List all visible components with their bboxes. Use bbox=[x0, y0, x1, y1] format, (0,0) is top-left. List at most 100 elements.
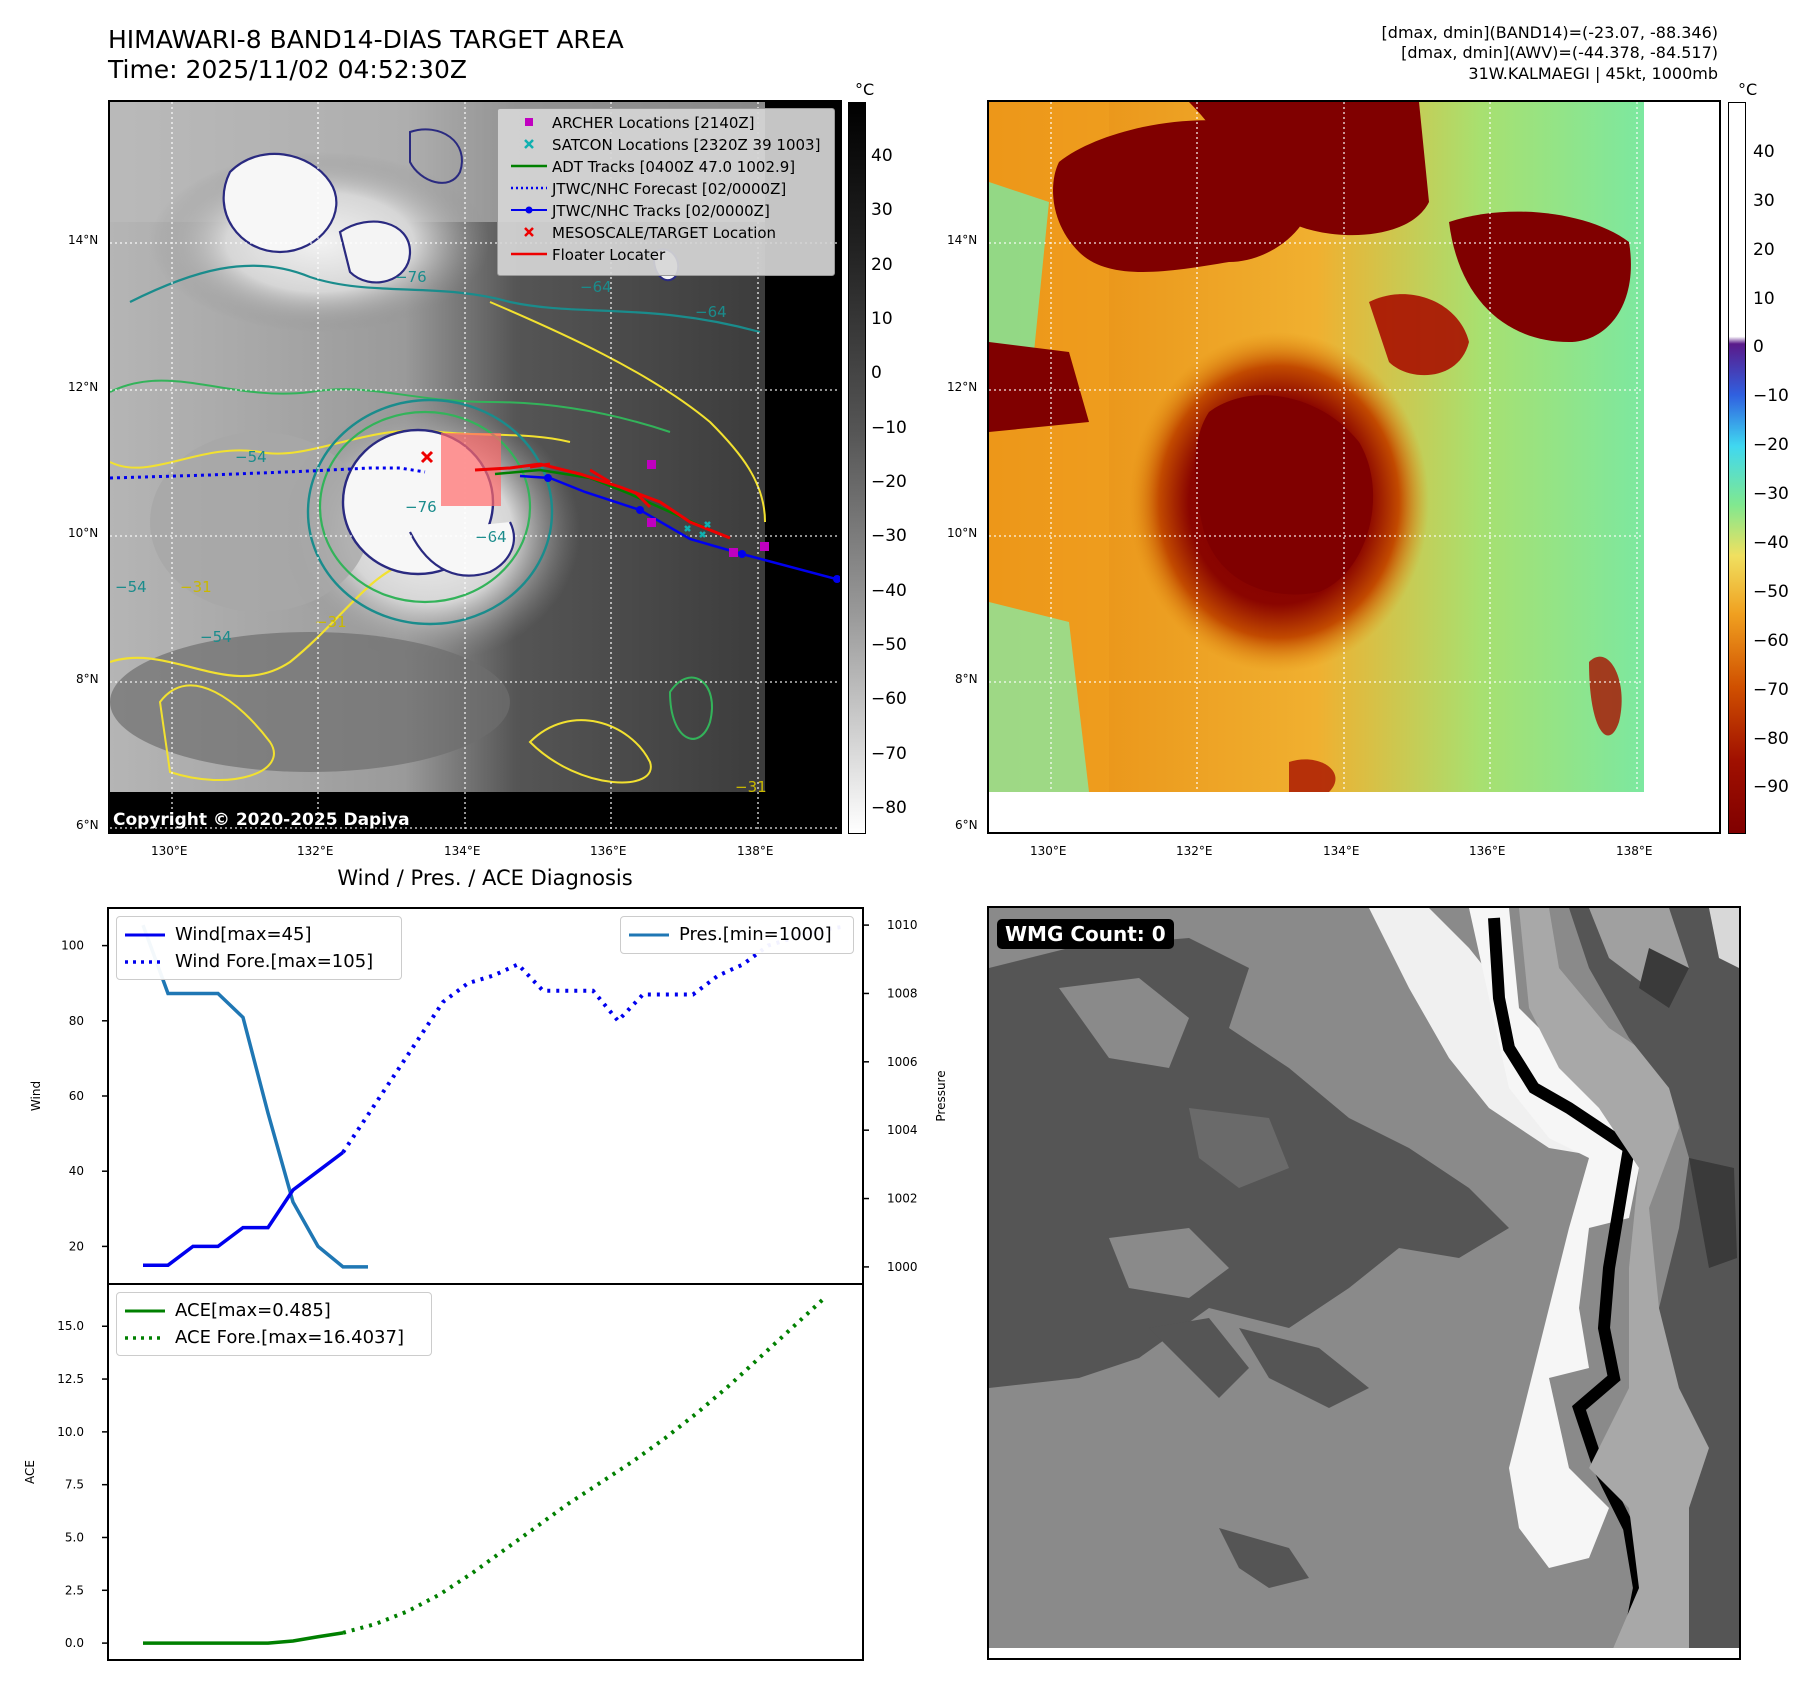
awv-map-panel bbox=[987, 100, 1721, 834]
lat-tick: 12°N bbox=[68, 380, 99, 394]
colorbar-tick: −80 bbox=[871, 798, 907, 818]
y-tick-label: 1010 bbox=[887, 918, 918, 932]
contour-label: −54 bbox=[200, 628, 232, 646]
colorbar-tick: −20 bbox=[871, 472, 907, 492]
lat-tick: 12°N bbox=[947, 380, 978, 394]
solid-line-icon bbox=[629, 933, 669, 936]
y-tick-label: 1002 bbox=[887, 1192, 918, 1206]
wind-line bbox=[143, 1151, 345, 1267]
line-icon bbox=[506, 158, 552, 176]
diagnosis-title: Wind / Pres. / ACE Diagnosis bbox=[337, 866, 633, 890]
colorbar-tick: −30 bbox=[1753, 484, 1789, 504]
dotted-line-icon bbox=[506, 180, 552, 198]
legend-satcon: SATCON Locations [2320Z 39 1003] bbox=[506, 134, 826, 156]
lat-tick: 14°N bbox=[947, 233, 978, 247]
copyright: Copyright © 2020-2025 Dapiya bbox=[113, 810, 410, 830]
lon-tick: 138°E bbox=[1616, 844, 1653, 858]
y-tick-label: 7.5 bbox=[65, 1478, 84, 1492]
y-tick-label: 1006 bbox=[887, 1055, 918, 1069]
colorbar-tick: −90 bbox=[1753, 777, 1789, 797]
legend-jtwc-forecast: JTWC/NHC Forecast [02/0000Z] bbox=[506, 178, 826, 200]
diagnosis-chart: 20 40 60 80 100 1000 1002 1004 1006 1008 1010 Win… bbox=[23, 907, 948, 1661]
ace-legend: ACE[max=0.485] ACE Fore.[max=16.4037] bbox=[116, 1292, 432, 1356]
lon-tick: 136°E bbox=[1469, 844, 1506, 858]
legend-floater: Floater Locater bbox=[506, 244, 826, 266]
legend-wind: Wind[max=45] bbox=[125, 921, 393, 948]
ir-colorbar bbox=[848, 102, 866, 834]
legend-jtwc-tracks: JTWC/NHC Tracks [02/0000Z] bbox=[506, 200, 826, 222]
awv-map-image bbox=[989, 102, 1719, 832]
lat-tick: 8°N bbox=[76, 672, 99, 686]
y-tick-label: 60 bbox=[69, 1089, 84, 1103]
legend-label: ARCHER Locations [2140Z] bbox=[552, 114, 755, 132]
lon-tick: 134°E bbox=[1323, 844, 1360, 858]
pressure-axis-label: Pressure bbox=[934, 1070, 948, 1121]
contour-label: −64 bbox=[475, 528, 507, 546]
legend-archer: ARCHER Locations [2140Z] bbox=[506, 112, 826, 134]
legend-label: ADT Tracks [0400Z 47.0 1002.9] bbox=[552, 158, 796, 176]
contour-label: −64 bbox=[695, 303, 727, 321]
dotted-line-icon bbox=[125, 959, 165, 964]
legend-label: ACE[max=0.485] bbox=[175, 1300, 331, 1321]
legend-label: Floater Locater bbox=[552, 246, 666, 264]
colorbar-tick: 40 bbox=[1753, 142, 1775, 162]
lon-tick: 138°E bbox=[737, 844, 774, 858]
lon-tick: 130°E bbox=[151, 844, 188, 858]
contour-label: −31 bbox=[735, 778, 767, 796]
legend-label: SATCON Locations [2320Z 39 1003] bbox=[552, 136, 821, 154]
legend-adt: ADT Tracks [0400Z 47.0 1002.9] bbox=[506, 156, 826, 178]
pressure-legend: Pres.[min=1000] bbox=[620, 916, 854, 954]
contour-label: −31 bbox=[315, 613, 347, 631]
legend-label: Wind Fore.[max=105] bbox=[175, 951, 374, 972]
contour-label: −31 bbox=[180, 578, 212, 596]
wmg-image bbox=[989, 908, 1739, 1658]
colorbar-tick: −50 bbox=[1753, 582, 1789, 602]
colorbar-tick: 10 bbox=[871, 309, 893, 329]
legend-label: Wind[max=45] bbox=[175, 924, 312, 945]
legend-label: MESOSCALE/TARGET Location bbox=[552, 224, 777, 242]
x-marker-icon bbox=[506, 136, 552, 154]
y-tick-label: 80 bbox=[69, 1014, 84, 1028]
legend-wind-forecast: Wind Fore.[max=105] bbox=[125, 948, 393, 975]
dotted-line-icon bbox=[125, 1335, 165, 1340]
colorbar-tick: −10 bbox=[1753, 386, 1789, 406]
line-icon bbox=[506, 246, 552, 264]
legend-ace-forecast: ACE Fore.[max=16.4037] bbox=[125, 1324, 423, 1351]
lon-tick: 134°E bbox=[444, 844, 481, 858]
lon-tick: 132°E bbox=[1176, 844, 1213, 858]
colorbar-tick: −40 bbox=[871, 581, 907, 601]
legend-pressure: Pres.[min=1000] bbox=[629, 921, 845, 948]
colorbar-tick: 10 bbox=[1753, 289, 1775, 309]
wind-axis-label: Wind bbox=[29, 1081, 43, 1111]
line-dot-icon bbox=[506, 202, 552, 220]
colorbar-tick: −50 bbox=[871, 635, 907, 655]
awv-stats: [dmax, dmin](AWV)=(-44.378, -84.517) bbox=[1401, 43, 1718, 62]
pressure-line bbox=[141, 924, 368, 1269]
colorbar-tick: −20 bbox=[1753, 435, 1789, 455]
y-tick-label: 12.5 bbox=[57, 1372, 84, 1386]
lat-tick: 10°N bbox=[68, 526, 99, 540]
colorbar-tick: 30 bbox=[871, 200, 893, 220]
lat-tick: 14°N bbox=[68, 233, 99, 247]
time-label: Time: 2025/11/02 04:52:30Z bbox=[108, 55, 467, 84]
colorbar-unit: °C bbox=[1738, 80, 1758, 99]
legend-mesoscale: MESOSCALE/TARGET Location bbox=[506, 222, 826, 244]
y-tick-label: 20 bbox=[69, 1239, 84, 1253]
storm-info: 31W.KALMAEGI | 45kt, 1000mb bbox=[1468, 64, 1718, 83]
lat-tick: 10°N bbox=[947, 526, 978, 540]
y-tick-label: 2.5 bbox=[65, 1583, 84, 1597]
solid-line-icon bbox=[125, 933, 165, 936]
lon-tick: 130°E bbox=[1030, 844, 1067, 858]
legend-label: Pres.[min=1000] bbox=[679, 924, 832, 945]
contour-label: −64 bbox=[580, 278, 612, 296]
wmg-count-badge: WMG Count: 0 bbox=[997, 919, 1174, 949]
ace-forecast-line bbox=[342, 1295, 828, 1635]
legend-ace: ACE[max=0.485] bbox=[125, 1297, 423, 1324]
colorbar-tick: 30 bbox=[1753, 191, 1775, 211]
wmg-panel bbox=[987, 906, 1741, 1660]
lat-tick: 6°N bbox=[76, 818, 99, 832]
colorbar-tick: 20 bbox=[871, 255, 893, 275]
wind-forecast-line bbox=[341, 924, 844, 1154]
colorbar-tick: 20 bbox=[1753, 240, 1775, 260]
colorbar-tick: −80 bbox=[1753, 729, 1789, 749]
